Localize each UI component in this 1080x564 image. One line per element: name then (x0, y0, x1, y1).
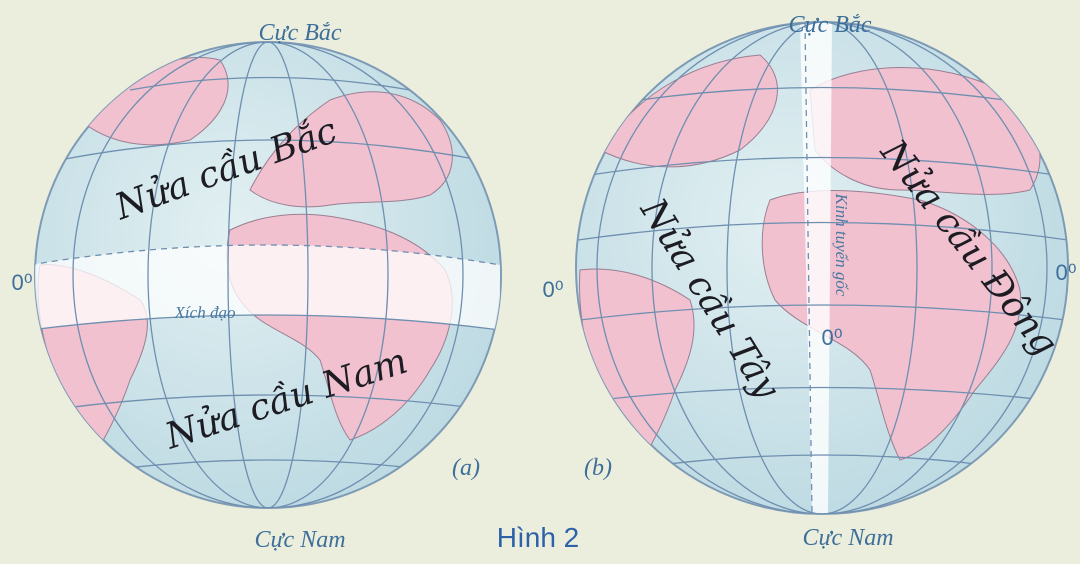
sub-label: (a) (452, 455, 480, 481)
degree-label: 0⁰ (1055, 260, 1076, 285)
sub-label: (b) (584, 455, 612, 481)
page: {"figure": { "caption": "Hình 2", "globe… (0, 0, 1080, 564)
equator-label: Xích đạo (174, 303, 236, 322)
south-pole-label: Cực Nam (254, 527, 345, 553)
degree-label: 0⁰ (11, 270, 32, 295)
figure-caption: Hình 2 (497, 522, 580, 553)
globe-a: Cực Bắc Cực Nam Nửa cầu Bắc Nửa cầu Nam … (11, 20, 501, 553)
globe-b: Cực Bắc Cực Nam Nửa cầu Tây Nửa cầu Đông… (542, 12, 1076, 551)
north-pole-label: Cực Bắc (258, 20, 341, 46)
figure: Cực Bắc Cực Nam Nửa cầu Bắc Nửa cầu Nam … (0, 0, 1080, 564)
south-pole-label: Cực Nam (802, 525, 893, 551)
prime-meridian-label: Kinh tuyến gốc (832, 193, 851, 297)
degree-label: 0⁰ (542, 277, 563, 302)
degree-label: 0⁰ (821, 325, 842, 350)
north-pole-label: Cực Bắc (788, 12, 871, 38)
